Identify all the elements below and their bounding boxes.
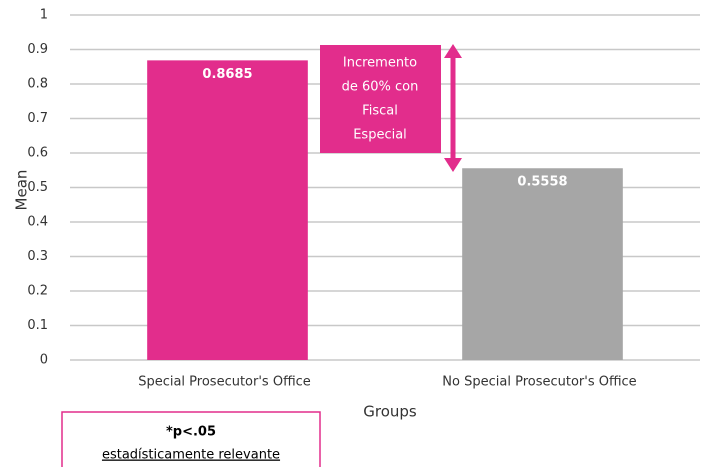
- bar: [462, 168, 623, 360]
- annotation-text: Fiscal: [362, 104, 398, 119]
- y-tick-label: 0: [40, 353, 48, 368]
- y-tick-label: 0.9: [27, 42, 48, 57]
- bar: [147, 60, 308, 361]
- y-tick-label: 0.4: [27, 215, 48, 230]
- value-label: 0.8685: [202, 67, 252, 82]
- x-axis-label: Groups: [363, 403, 417, 421]
- arrow-head: [444, 44, 462, 58]
- annotation-text: Incremento: [343, 56, 417, 71]
- annotation-box: [320, 45, 441, 153]
- y-tick-label: 0.7: [27, 111, 48, 126]
- x-tick-label: Special Prosecutor's Office: [138, 375, 311, 390]
- arrow-head: [444, 158, 462, 172]
- annotation-text: Especial: [353, 128, 407, 143]
- value-label: 0.5558: [517, 175, 567, 190]
- y-tick-label: 0.1: [27, 318, 48, 333]
- x-tick-label: No Special Prosecutor's Office: [442, 375, 636, 390]
- y-tick-label: 1: [40, 8, 48, 23]
- y-tick-label: 0.3: [27, 249, 48, 264]
- footnote-subtext: estadísticamente relevante: [102, 448, 280, 463]
- footnote-text: *p<.05: [166, 425, 216, 440]
- y-tick-label: 0.8: [27, 77, 48, 92]
- footnote-box: [61, 411, 321, 467]
- y-tick-label: 0.5: [27, 180, 48, 195]
- y-axis-label: Mean: [13, 170, 31, 211]
- annotation-text: de 60% con: [342, 80, 419, 95]
- y-tick-label: 0.2: [27, 284, 48, 299]
- y-tick-label: 0.6: [27, 146, 48, 161]
